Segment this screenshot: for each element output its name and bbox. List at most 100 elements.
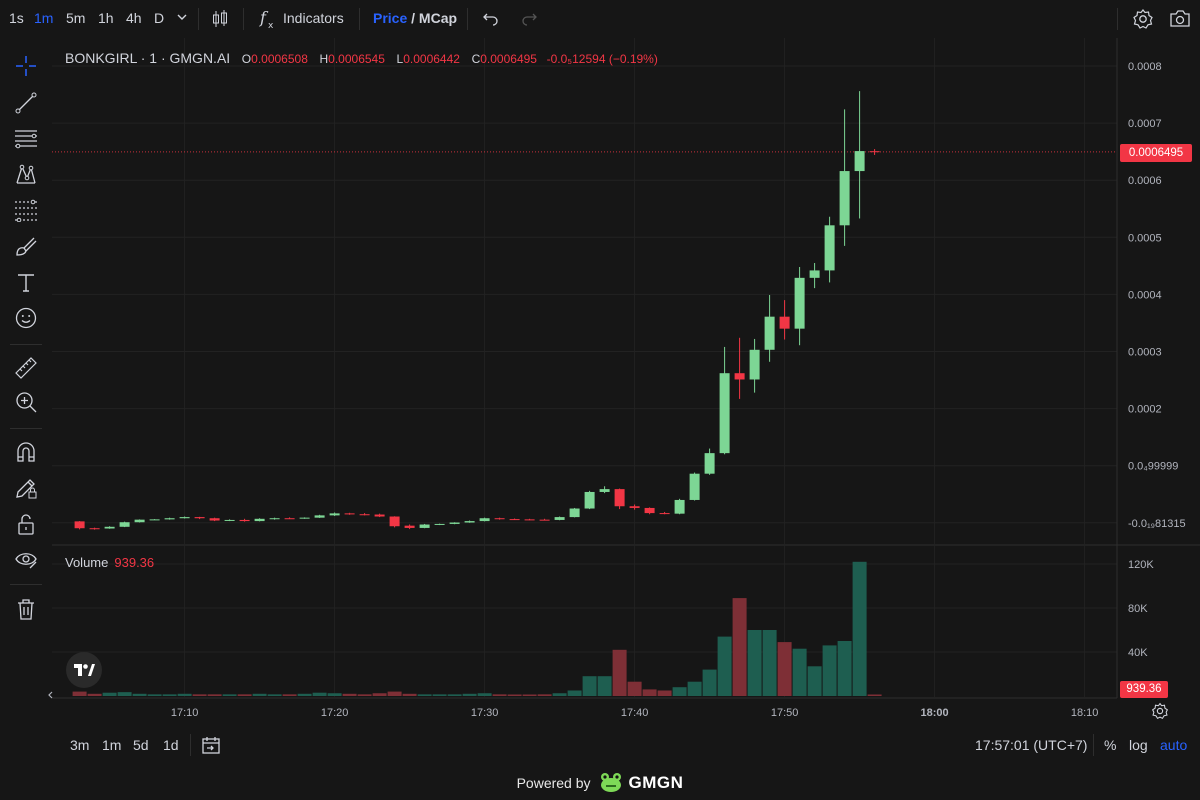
candle-type-icon[interactable] <box>211 9 229 32</box>
text-tool-icon[interactable] <box>12 268 40 296</box>
volume-value: 939.36 <box>114 555 155 570</box>
ruler-icon[interactable] <box>12 354 40 382</box>
powered-by-text: Powered by <box>516 775 591 791</box>
candle-body <box>314 515 325 518</box>
volume-bar <box>837 641 852 696</box>
price-axis-label: -0.0₁₉81315 <box>1128 518 1186 530</box>
candle-body <box>224 519 235 521</box>
volume-bar <box>552 693 567 696</box>
fibonacci-icon[interactable] <box>12 196 40 224</box>
candle-body <box>659 513 670 515</box>
interval-5m[interactable]: 5m <box>66 10 86 26</box>
time-axis-label: 17:10 <box>171 707 199 719</box>
tradingview-logo[interactable] <box>66 652 102 688</box>
horizontal-lines-icon[interactable] <box>12 124 40 152</box>
emoji-icon[interactable] <box>12 304 40 332</box>
open-key: O <box>241 52 252 66</box>
clock-timezone[interactable]: 17:57:01 (UTC+7) <box>975 737 1088 753</box>
volume-axis-label: 120K <box>1128 559 1154 571</box>
interval-1m[interactable]: 1m <box>34 10 54 26</box>
price-toggle-label: Price <box>373 10 408 26</box>
undo-icon[interactable] <box>482 10 500 29</box>
svg-text:f: f <box>259 8 269 27</box>
price-mcap-toggle[interactable]: Price / MCap <box>373 10 457 26</box>
candle-body <box>524 519 535 521</box>
visibility-eye-icon[interactable] <box>12 545 40 573</box>
candle-body <box>839 171 850 226</box>
price-axis-label: 0.0002 <box>1128 404 1162 416</box>
candle-body <box>479 518 490 522</box>
symbol-title[interactable]: BONKGIRL · 1 · GMGN.AI <box>65 50 231 66</box>
unlock-icon[interactable] <box>12 510 40 538</box>
volume-bar <box>627 681 642 696</box>
redo-icon[interactable] <box>520 10 538 29</box>
volume-bar <box>177 693 192 696</box>
auto-scale-toggle[interactable]: auto <box>1160 737 1188 753</box>
candle-body <box>239 519 250 522</box>
candle-body <box>584 491 595 509</box>
volume-bar <box>162 694 177 696</box>
footer: Powered by GMGN <box>0 766 1200 800</box>
volume-axis-label: 40K <box>1128 647 1148 659</box>
interval-1h[interactable]: 1h <box>98 10 114 26</box>
time-axis-label: 17:30 <box>471 707 499 719</box>
volume-label[interactable]: Volume <box>65 555 109 570</box>
volume-bar <box>612 649 627 696</box>
volume-bar <box>642 689 657 696</box>
time-axis-label: 17:40 <box>621 707 649 719</box>
candle-body <box>179 517 190 519</box>
low-value: 0.0006442 <box>403 52 460 66</box>
go-to-date-calendar-icon[interactable] <box>201 735 221 758</box>
interval-1s[interactable]: 1s <box>9 10 24 26</box>
pattern-icon[interactable] <box>12 160 40 188</box>
high-key: H <box>319 52 329 66</box>
volume-bar <box>252 693 267 696</box>
interval-d[interactable]: D <box>154 10 165 26</box>
crosshair-icon[interactable] <box>12 52 40 80</box>
range-1m[interactable]: 1m <box>102 737 122 753</box>
volume-bar <box>462 693 477 696</box>
candle-body <box>854 151 865 172</box>
volume-bar <box>372 693 387 696</box>
candle-body <box>734 373 745 380</box>
volume-bar <box>582 676 597 696</box>
svg-text:x: x <box>268 21 274 30</box>
candle-body <box>299 517 310 519</box>
price-chart[interactable]: 0.0008 0.0007 0.0006 0.0005 0.0004 0.0003 0.00… <box>0 0 1200 728</box>
percent-scale-toggle[interactable]: % <box>1104 737 1117 753</box>
zoom-in-icon[interactable] <box>12 388 40 416</box>
volume-bar <box>207 694 222 696</box>
interval-dropdown-chevron-icon[interactable] <box>176 10 188 27</box>
volume-bar <box>132 693 147 696</box>
trash-icon[interactable] <box>12 595 40 623</box>
close-value: 0.0006495 <box>480 52 537 66</box>
axis-settings-gear-icon[interactable] <box>1151 702 1169 723</box>
trend-line-icon[interactable] <box>12 88 40 116</box>
magnet-icon[interactable] <box>12 438 40 466</box>
screenshot-camera-icon[interactable] <box>1169 8 1191 33</box>
range-1d[interactable]: 1d <box>163 737 179 753</box>
indicators-button[interactable]: Indicators <box>283 10 344 26</box>
log-scale-toggle[interactable]: log <box>1129 737 1148 753</box>
close-key: C <box>471 52 481 66</box>
gmgn-brand[interactable]: GMGN <box>628 773 684 792</box>
candle-body <box>119 522 130 527</box>
candle-body <box>554 517 565 520</box>
volume-bar <box>342 693 357 696</box>
range-5d[interactable]: 5d <box>133 737 149 753</box>
volume-bar <box>747 630 762 696</box>
candle-body <box>629 506 640 508</box>
brush-icon[interactable] <box>12 232 40 260</box>
candle-body <box>719 373 730 454</box>
scroll-left-chevron-icon[interactable] <box>46 689 54 704</box>
settings-gear-icon[interactable] <box>1132 8 1154 33</box>
range-3m[interactable]: 3m <box>70 737 90 753</box>
interval-4h[interactable]: 4h <box>126 10 142 26</box>
volume-bar <box>567 690 582 696</box>
volume-bar <box>192 694 207 696</box>
volume-bar <box>147 694 162 696</box>
time-axis-label: 18:00 <box>921 707 949 719</box>
volume-bar <box>687 681 702 696</box>
lock-drawing-pencil-icon[interactable] <box>12 474 40 502</box>
